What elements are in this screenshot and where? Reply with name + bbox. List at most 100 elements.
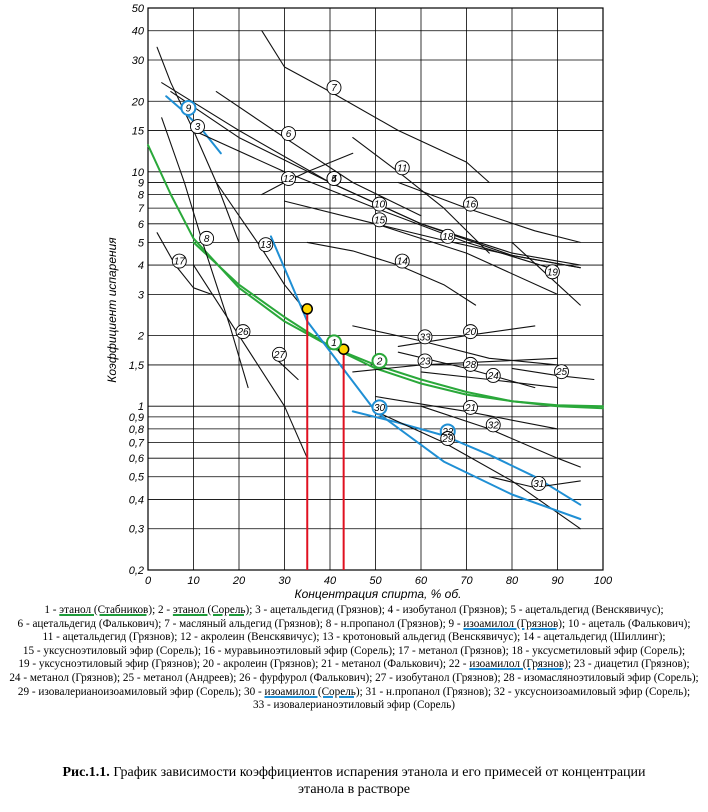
curve-label-circle — [485, 368, 501, 383]
legend-item: 8 - н.пропанол (Грязнов) — [326, 618, 443, 630]
curve-label: 20 — [464, 327, 477, 338]
curve-18 — [374, 223, 581, 269]
curve-label: 33 — [419, 332, 431, 343]
legend-number: 1 - — [44, 604, 60, 616]
curve-label: 18 — [442, 232, 454, 243]
curve-label-circle — [199, 230, 215, 246]
x-tick-label: 0 — [145, 575, 152, 587]
legend-number: 12 - — [180, 631, 201, 644]
curve-11 — [352, 137, 490, 254]
legend-text: изоамилол (Грязнов) — [469, 658, 568, 671]
y-axis-label: Коэффициент испарения — [105, 237, 119, 383]
legend-number: 16 - — [203, 644, 225, 657]
curve-label-circle — [463, 324, 478, 340]
legend-text: метанол (Андреев) — [143, 671, 234, 684]
curve-label: 31 — [533, 479, 544, 490]
curve-label: 2 — [376, 356, 383, 367]
curve-label-circle — [440, 431, 456, 446]
curve-16 — [397, 181, 581, 243]
curve-label-circle — [554, 364, 569, 380]
legend-item: 14 - ацетальдегид (Шиллинг) — [523, 631, 662, 643]
curve-label: 12 — [283, 174, 295, 185]
legend-number: 2 - — [157, 604, 173, 616]
legend-text: ацетальдегид (Венскявичус) — [525, 604, 661, 616]
legend-item: 4 - изобутанол (Грязнов) — [388, 604, 505, 616]
curve-label-circle — [463, 399, 478, 415]
curve-6 — [215, 91, 422, 217]
legend-item: 19 - уксусноэтиловый эфир (Грязнов) — [18, 658, 196, 670]
curve-17 — [156, 232, 213, 295]
legend-text: масляный альдегид (Грязнов) — [179, 617, 320, 630]
curve-label-circle — [281, 171, 296, 186]
y-tick-label: 10 — [132, 167, 145, 179]
curve-label: 8 — [204, 234, 210, 245]
legend-item: 23 - диацетил (Грязнов) — [574, 658, 687, 670]
legend-text: ацетальдегид (Шиллинг) — [543, 631, 663, 644]
legend-item: 15 - уксусноэтиловый эфир (Сорель) — [23, 645, 198, 657]
y-tick-label: 0,2 — [129, 565, 144, 577]
legend-text: метанол (Грязнов) — [418, 644, 506, 657]
curve-label: 1 — [331, 338, 337, 349]
curve-15 — [283, 200, 559, 295]
legend-number: 27 - — [375, 671, 396, 684]
axis-ticks: 0 10 20 30 40 50 60 70 80 90 100 0,2 0,3 0,4 0,5 0,6 0,7… — [129, 3, 613, 587]
curve-label-circle — [372, 212, 387, 228]
curve-label: 6 — [286, 129, 292, 140]
legend-text: диацетил (Грязнов) — [594, 658, 687, 671]
curve-label: 23 — [418, 356, 431, 367]
y-tick-label: 8 — [138, 190, 145, 202]
y-tick-label: 9 — [138, 178, 144, 190]
legend-text: метанол (Фалькович) — [341, 658, 443, 671]
y-tick-label: 0,3 — [129, 524, 145, 536]
y-tick-label: 50 — [132, 3, 145, 15]
legend-item: 26 - фурфурол (Фалькович) — [239, 672, 369, 684]
legend-number: 26 - — [239, 671, 260, 684]
y-tick-label: 20 — [131, 96, 145, 108]
x-tick-label: 20 — [232, 575, 246, 587]
legend-text: ацетальдегид (Грязнов) — [270, 604, 382, 616]
legend-number: 19 - — [18, 658, 39, 671]
curve-label-circle — [372, 196, 387, 212]
legend-number: 8 - — [325, 617, 341, 630]
x-tick-label: 50 — [369, 575, 382, 587]
legend-number: 17 - — [398, 644, 419, 657]
y-tick-label: 2 — [137, 331, 144, 343]
curve-label-circle — [190, 119, 205, 134]
curve-label-circle — [394, 253, 410, 269]
curve-label-circle — [235, 324, 251, 340]
curve-label: 11 — [397, 163, 407, 174]
x-tick-label: 100 — [594, 575, 613, 587]
curve-label-circle — [258, 237, 274, 253]
curve-7 — [261, 30, 490, 184]
highlight-circles — [171, 80, 569, 491]
curve-23 — [352, 357, 559, 373]
legend-item: 33 - изовалерианоэтиловый эфир (Сорель) — [253, 699, 455, 711]
legend-item: 18 - уксусметиловый эфир (Сорель) — [512, 645, 682, 657]
legend-number: 9 - — [448, 617, 464, 630]
legend-item: 20 - акролеин (Грязнов) — [203, 658, 316, 670]
legend-text: этанол (Сорель) — [172, 604, 250, 616]
legend-item: 17 - метанол (Грязнов) — [398, 645, 506, 657]
legend-text: ацеталь (Фалькович) — [588, 617, 688, 630]
legend-item: 2 - этанол (Сорель) — [158, 604, 249, 616]
curve-label-circle — [440, 228, 456, 244]
curve-label: 5 — [331, 174, 337, 185]
caption-text: График зависимости коэффициентов испарен… — [113, 765, 646, 797]
legend-text: изоамилол (Сорель) — [264, 685, 360, 698]
legend-number: 3 - — [255, 604, 271, 616]
curve-label-circle — [463, 196, 478, 212]
legend-text: метанол (Грязнов) — [29, 671, 117, 684]
legend-text: уксусноэтиловый эфир (Сорель) — [43, 644, 198, 657]
y-tick-label: 15 — [132, 126, 145, 138]
legend-item: 9 - изоамилол (Грязнов) — [448, 618, 562, 630]
curve-30 — [269, 235, 582, 520]
curve-label: 22 — [441, 427, 454, 438]
curve-label: 7 — [331, 83, 337, 94]
legend-number: 5 - — [510, 604, 526, 616]
legend-text: н.пропанол (Грязнов) — [340, 617, 443, 630]
curve-label: 19 — [547, 267, 559, 278]
legend-item: 27 - изобутанол (Грязнов) — [375, 672, 497, 684]
x-tick-label: 60 — [415, 575, 428, 587]
legend-text: уксусноэтиловый эфир (Грязнов) — [38, 658, 197, 671]
